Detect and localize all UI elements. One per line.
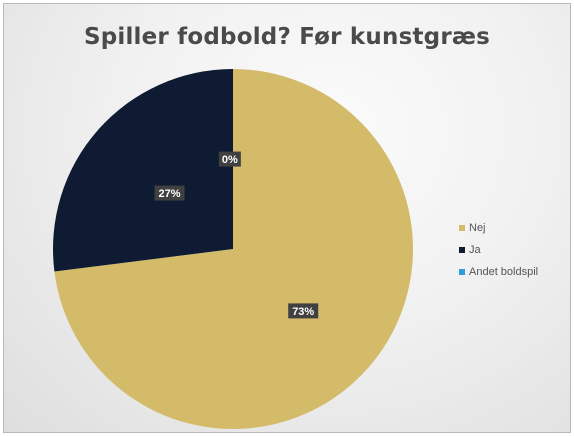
legend-label-nej: Nej <box>469 222 486 234</box>
legend-label-ja: Ja <box>469 244 481 256</box>
pie-slice-nej <box>54 69 414 429</box>
legend-swatch-andet-boldspil <box>459 269 465 275</box>
data-label-ja: 27% <box>154 185 185 201</box>
data-label-text-ja: 27% <box>159 188 181 200</box>
legend: Nej Ja Andet boldspil <box>459 217 538 283</box>
chart-title: Spiller fodbold? Før kunstgræs <box>83 24 491 50</box>
data-label-text-nej: 73% <box>292 306 314 318</box>
data-label-box-nej <box>288 303 319 319</box>
data-label-box-andet-boldspil <box>218 151 241 167</box>
legend-item-ja: Ja <box>459 239 538 261</box>
data-label-text-andet-boldspil: 0% <box>222 154 238 166</box>
legend-swatch-nej <box>459 225 465 231</box>
data-label-box-ja <box>154 185 185 201</box>
pie-slice-ja <box>52 69 233 272</box>
pie-chart: 73% 27% 0% <box>52 69 414 429</box>
legend-swatch-ja <box>459 247 465 253</box>
legend-item-nej: Nej <box>459 217 538 239</box>
legend-item-andet-boldspil: Andet boldspil <box>459 261 538 283</box>
chart-area: Spiller fodbold? Før kunstgræs 73% 27% 0% … <box>3 3 571 433</box>
legend-label-andet-boldspil: Andet boldspil <box>469 266 539 278</box>
data-label-nej: 73% <box>288 303 319 319</box>
data-label-andet-boldspil: 0% <box>218 151 241 167</box>
